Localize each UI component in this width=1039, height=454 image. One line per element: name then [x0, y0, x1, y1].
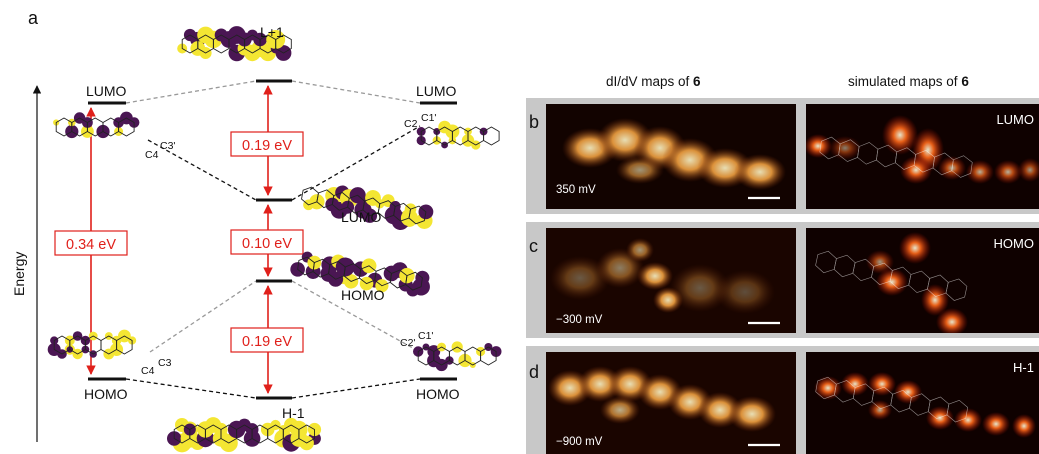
map-row-d: d −900 mV H-1	[526, 346, 1039, 454]
exp-map-glow	[548, 366, 776, 432]
gap-labels: 0.34 eV 0.19 eV 0.10 eV 0.19 eV	[54, 131, 304, 353]
level-labels: LUMO HOMO LUMO HOMO L+1 LUMO HOMO H-1	[84, 24, 460, 421]
map-row-b: b 350 mV LUMO	[526, 98, 1039, 214]
atom-c4-bot: C4	[141, 365, 155, 377]
sim-skeleton	[815, 250, 968, 301]
sim-skeleton	[819, 136, 973, 178]
left-homo-label: HOMO	[84, 386, 128, 402]
right-homo-label: HOMO	[416, 386, 460, 402]
row-letter: b	[529, 112, 539, 132]
mid-homo-label: HOMO	[341, 287, 385, 303]
row-letter: d	[529, 362, 539, 382]
sim-map-glow	[866, 232, 968, 333]
orbital-drawings	[47, 26, 502, 453]
exp-map-glow	[562, 118, 786, 190]
orbital-label: LUMO	[996, 112, 1034, 127]
header-simulated: simulated maps of 6	[848, 74, 969, 89]
orbital-molecule	[416, 120, 500, 150]
sim-skeleton	[815, 376, 969, 423]
sim-map-glow	[814, 372, 1036, 438]
bias-label: −900 mV	[556, 436, 603, 448]
orbital-molecule	[413, 341, 502, 372]
row-letter: c	[529, 236, 538, 256]
gap-mid-label: 0.10 eV	[242, 236, 292, 252]
map-rows: b 350 mV LUMO c −300 mV HOMO d	[526, 98, 1039, 454]
map-headers: dI/dV maps of 6 simulated maps of 6	[606, 74, 969, 89]
orbital-label: H-1	[1013, 360, 1034, 375]
atom-c3-top: C3'	[160, 140, 175, 152]
energy-levels	[88, 79, 457, 400]
atom-c1-bot: C1'	[418, 330, 433, 342]
atom-c4-top: C4	[145, 149, 159, 161]
gap-top-label: 0.19 eV	[242, 138, 292, 154]
atom-c2-top: C2	[404, 118, 418, 130]
mid-lumo-label: LUMO	[341, 209, 382, 225]
sim-map-image	[806, 352, 1039, 454]
mid-l1-label: L+1	[260, 24, 284, 40]
exp-map-glow	[550, 238, 775, 314]
right-lumo-label: LUMO	[416, 83, 457, 99]
map-row-c: c −300 mV HOMO	[526, 222, 1039, 338]
bias-label: −300 mV	[556, 314, 603, 326]
header-experimental: dI/dV maps of 6	[606, 74, 701, 89]
energy-axis-label: Energy	[11, 252, 27, 296]
orbital-label: HOMO	[994, 236, 1034, 251]
orbital-molecule	[177, 26, 292, 62]
atom-c1-top: C1'	[421, 112, 436, 124]
orbital-molecule	[301, 185, 434, 230]
atom-c3-bot: C3	[158, 357, 172, 369]
mid-h1-label: H-1	[282, 405, 305, 421]
atom-c2-bot: C2'	[400, 337, 415, 349]
atom-labels: C4 C3' C4 C3 C2 C1' C2' C1'	[141, 112, 436, 377]
correlation-lines	[125, 80, 421, 399]
bias-label: 350 mV	[556, 184, 596, 196]
left-lumo-label: LUMO	[86, 83, 127, 99]
gap-bottom-label: 0.19 eV	[242, 334, 292, 350]
panel-letter-a: a	[28, 8, 39, 28]
orbital-molecule	[167, 417, 322, 453]
orbital-molecule	[47, 329, 137, 360]
orbital-molecule	[53, 111, 140, 139]
orbital-molecule	[290, 251, 430, 297]
gap-left-label: 0.34 eV	[66, 237, 116, 253]
